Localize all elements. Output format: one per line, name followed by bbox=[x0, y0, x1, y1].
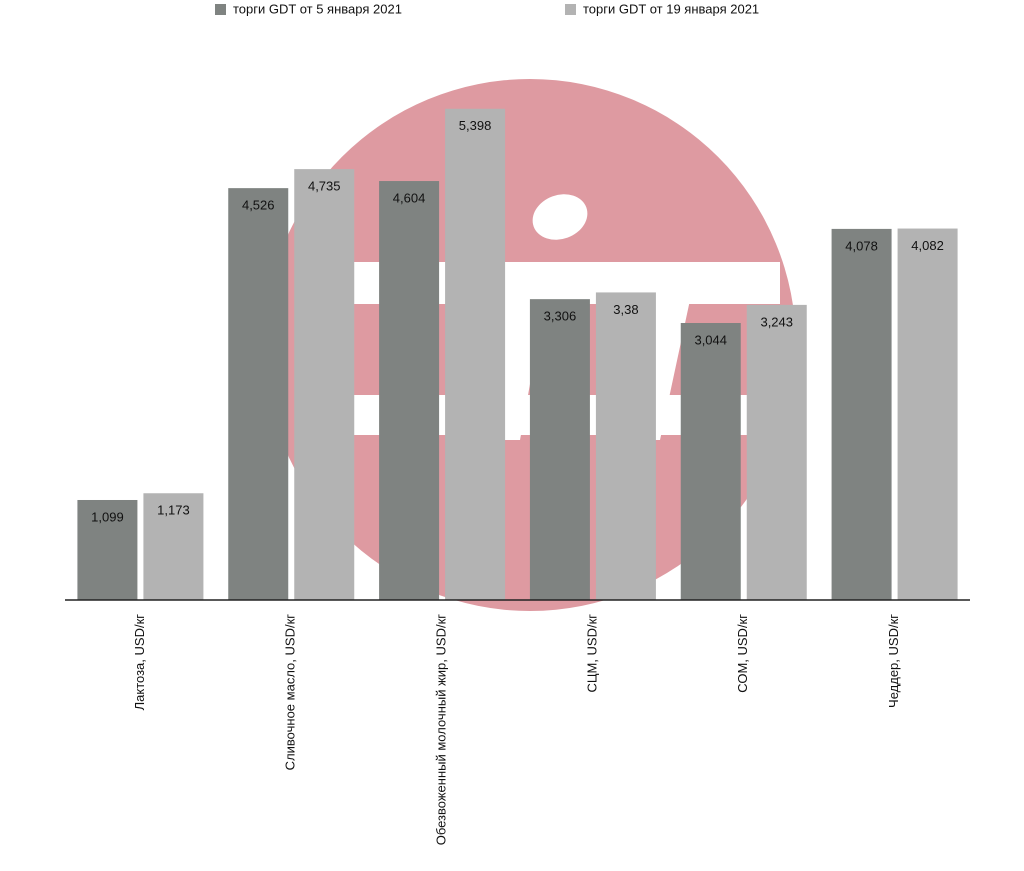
legend-label: торги GDT от 5 января 2021 bbox=[233, 1, 402, 16]
x-tick-label: Чеддер, USD/кг bbox=[886, 614, 901, 708]
bar bbox=[897, 228, 958, 600]
value-label: 3,243 bbox=[760, 314, 793, 329]
value-label: 4,082 bbox=[911, 238, 944, 253]
bar bbox=[77, 499, 138, 600]
value-label: 4,604 bbox=[393, 190, 426, 205]
bar bbox=[294, 169, 355, 601]
bar bbox=[228, 188, 289, 600]
bar bbox=[746, 304, 807, 600]
value-label: 4,735 bbox=[308, 179, 341, 194]
bar bbox=[595, 292, 656, 600]
value-label: 3,044 bbox=[694, 332, 727, 347]
value-label: 4,078 bbox=[845, 238, 878, 253]
x-tick-label: Лактоза, USD/кг bbox=[132, 614, 147, 711]
bar bbox=[680, 322, 741, 600]
value-label: 1,173 bbox=[157, 503, 190, 518]
value-label: 5,398 bbox=[459, 118, 492, 133]
bar bbox=[379, 181, 440, 600]
bar bbox=[529, 299, 590, 600]
bar bbox=[445, 108, 506, 601]
bar bbox=[143, 493, 204, 600]
x-tick-label: Обезвоженный молочный жир, USD/кг bbox=[434, 614, 449, 846]
value-label: 3,306 bbox=[544, 309, 577, 324]
x-tick-label: СЦМ, USD/кг bbox=[584, 614, 599, 693]
value-label: 4,526 bbox=[242, 198, 275, 213]
x-tick-label: СОМ, USD/кг bbox=[735, 614, 750, 693]
x-tick-label: Сливочное масло, USD/кг bbox=[283, 614, 298, 771]
legend-swatch bbox=[565, 4, 576, 15]
legend-swatch bbox=[215, 4, 226, 15]
value-label: 1,099 bbox=[91, 509, 124, 524]
bar bbox=[831, 228, 892, 601]
value-label: 3,38 bbox=[613, 302, 638, 317]
legend-label: торги GDT от 19 января 2021 bbox=[583, 1, 759, 16]
